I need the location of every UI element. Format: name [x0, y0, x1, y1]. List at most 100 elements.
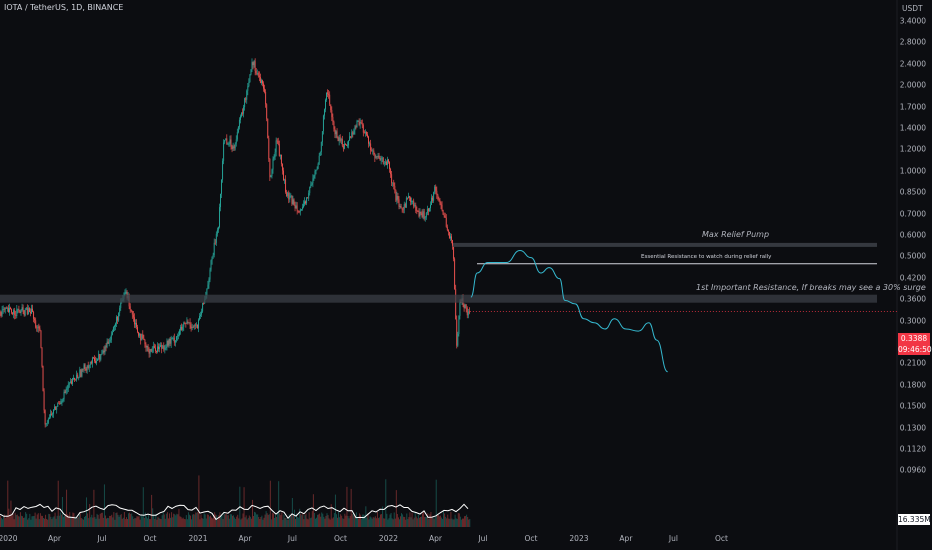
candle-body	[363, 132, 365, 134]
volume-bar	[456, 518, 458, 527]
volume-bar	[173, 513, 175, 527]
candle-body	[282, 163, 283, 171]
candle-body	[447, 229, 449, 232]
volume-bar	[129, 512, 131, 527]
volume-bar	[11, 515, 13, 527]
candle-body	[465, 304, 467, 309]
candle-body	[362, 125, 364, 133]
volume-bar	[315, 518, 316, 527]
candle-body	[259, 77, 261, 83]
volume-bar	[180, 516, 182, 527]
volume-bar	[56, 515, 58, 527]
volume-bar	[363, 514, 365, 527]
volume-bar	[169, 513, 170, 527]
volume-bar	[201, 518, 203, 527]
price-tick-label: 0.1300	[899, 423, 926, 433]
volume-bar	[429, 514, 431, 527]
candle-body	[424, 217, 426, 219]
candle-body	[129, 306, 131, 310]
candle-body	[439, 200, 441, 204]
volume-bar	[334, 494, 336, 527]
candle-body	[440, 203, 442, 205]
candle-body	[116, 316, 117, 324]
candle-body	[35, 320, 37, 328]
volume-bar	[122, 517, 124, 527]
volume-bar	[196, 512, 198, 527]
volume-bar	[438, 516, 440, 527]
candle-body	[287, 192, 289, 197]
volume-bar	[465, 516, 467, 527]
candle-body	[131, 310, 133, 315]
volume-bar	[13, 519, 15, 527]
candle-body	[36, 327, 38, 329]
candle-body	[267, 118, 269, 139]
ticker-title[interactable]: IOTA / TetherUS, 1D, BINANCE	[4, 3, 124, 12]
volume-bar	[67, 514, 69, 527]
volume-bar	[466, 514, 468, 527]
candle-body	[303, 204, 304, 208]
volume-bar	[270, 519, 272, 527]
time-tick-label: Apr	[47, 534, 61, 543]
volume-bar	[336, 514, 337, 527]
volume-bar	[436, 515, 438, 527]
time-tick-label: Oct	[524, 534, 538, 543]
candle-body	[290, 195, 292, 197]
candle-body	[411, 201, 413, 202]
volume-bar	[394, 518, 396, 527]
volume-bar	[417, 514, 419, 527]
volume-bar	[178, 508, 180, 527]
candle-body	[14, 310, 16, 316]
candle-body	[172, 337, 174, 339]
candle-body	[342, 145, 344, 149]
volume-bar	[154, 519, 156, 527]
candle-body	[310, 184, 312, 187]
price-tick-label: 1.2000	[899, 144, 926, 154]
volume-bar	[78, 513, 80, 527]
volume-bar	[162, 512, 164, 527]
volume-bar	[82, 519, 84, 527]
candle-body	[419, 212, 421, 217]
volume-bar	[355, 512, 357, 527]
volume-bar	[403, 516, 405, 527]
volume-bar	[285, 518, 287, 527]
candle-body	[251, 62, 253, 70]
volume-bar	[469, 519, 471, 527]
volume-bar	[21, 515, 22, 527]
volume-bar	[321, 512, 323, 527]
candle-body	[245, 98, 247, 100]
candle-body	[101, 353, 103, 355]
volume-bar	[319, 513, 321, 527]
volume-bar	[282, 519, 284, 527]
candle-body	[421, 213, 423, 218]
candle-body	[361, 123, 363, 126]
candle-body	[80, 369, 82, 377]
candle-body	[270, 176, 272, 178]
candle-body	[360, 122, 362, 124]
candle-body	[347, 145, 348, 147]
volume-bar	[350, 488, 352, 527]
volume-bar	[52, 517, 54, 527]
candle-body	[136, 322, 137, 328]
volume-bar	[439, 515, 441, 527]
candle-body	[296, 205, 298, 211]
candle-body	[394, 186, 396, 191]
volume-bar	[271, 512, 273, 527]
candle-body	[257, 73, 259, 76]
candle-body	[214, 242, 216, 244]
candle-body	[77, 374, 79, 379]
time-tick-label: Apr	[238, 534, 252, 543]
volume-bar	[371, 518, 373, 527]
price-tick-label: 0.2100	[899, 358, 926, 368]
volume-bar	[84, 517, 85, 527]
volume-bar	[53, 516, 55, 527]
volume-bar	[110, 515, 112, 527]
candle-body	[254, 61, 256, 71]
candle-body	[22, 307, 24, 311]
candle-body	[79, 369, 81, 378]
candle-body	[187, 321, 189, 323]
candle-body	[194, 324, 196, 326]
candle-body	[152, 346, 154, 349]
volume-bar	[108, 518, 110, 527]
volume-bar	[444, 513, 446, 527]
